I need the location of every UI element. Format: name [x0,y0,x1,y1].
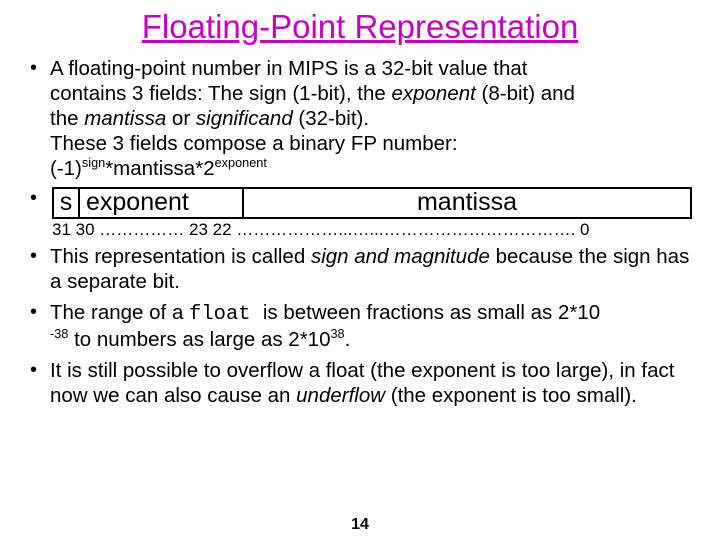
b1-line1: A floating-point number in MIPS is a 32-… [50,57,527,80]
b1-line3b: (32-bit). [293,107,369,130]
b1-line2a: contains 3 fields: The sign (1-bit), the [50,82,391,105]
b1-sup-sign: sign [82,155,105,170]
cell-mantissa: mantissa [244,189,690,217]
b3-a: The range of a [50,301,189,324]
b3-exp1: -38 [50,326,68,341]
b1-formula-b: *mantissa*2 [105,157,214,180]
bit-index-line: 31 30 …………… 23 22 ………………...…...………………………… [52,220,692,240]
b3-exp2: 38 [330,326,344,341]
bullet-3: The range of a float is between fraction… [28,300,692,352]
b3-d: . [345,328,351,351]
b3-c: to numbers as large as 2*10 [68,328,330,351]
b1-or: or [166,107,196,130]
b1-formula-a: (-1) [50,157,82,180]
bitfield-diagram: s exponent mantissa [52,187,692,219]
b1-italic-exponent: exponent [391,82,475,105]
cell-exponent: exponent [80,189,244,217]
page-title: Floating-Point Representation [28,8,692,46]
b1-italic-mantissa: mantissa [84,107,166,130]
b1-sup-exp: exponent [215,155,267,170]
bullet-4: It is still possible to overflow a float… [28,358,692,408]
bullet-1: A floating-point number in MIPS is a 32-… [28,56,692,181]
b3-code: float [189,303,263,326]
b2-a: This representation is called [50,245,311,268]
b4-b: (the exponent is too small). [385,384,637,407]
b1-line4: These 3 fields compose a binary FP numbe… [50,132,458,155]
bullet-marker: • [28,187,52,210]
b1-line3a: the [50,107,84,130]
b4-italic: underflow [296,384,385,407]
bullet-2: This representation is called sign and m… [28,244,692,294]
b1-line2b: (8-bit) and [476,82,575,105]
b3-b: is between fractions as small as 2*10 [263,301,600,324]
b1-italic-significand: significand [196,107,293,130]
page-number: 14 [0,516,720,534]
cell-sign: s [54,189,80,217]
b2-italic: sign and magnitude [311,245,490,268]
